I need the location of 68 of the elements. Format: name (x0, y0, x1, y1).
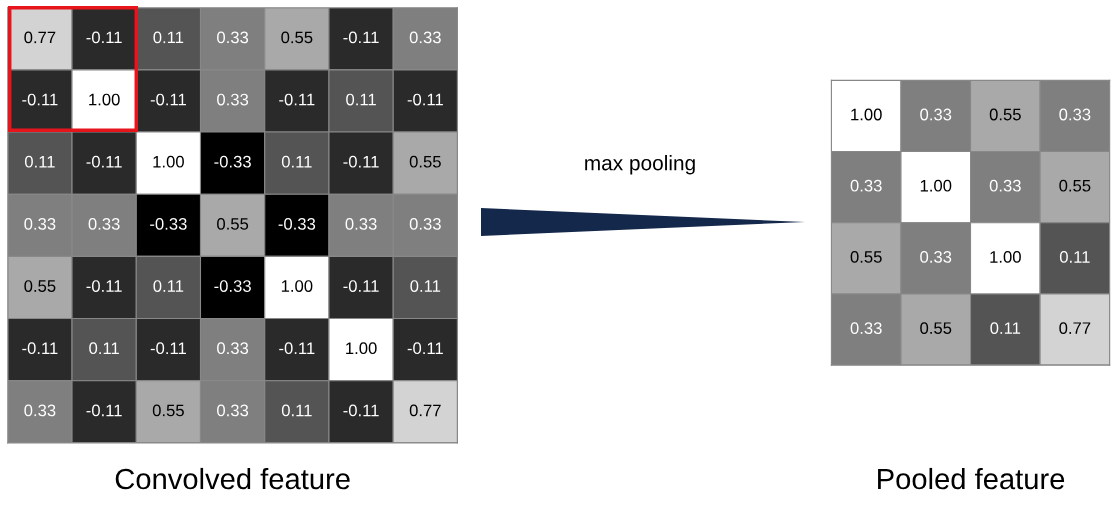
data-label: -0.11 (86, 280, 122, 292)
data-label: 0.11 (153, 280, 184, 292)
data-label: 0.33 (217, 31, 249, 44)
data-label: 0.11 (990, 322, 1021, 335)
data-label: 0.55 (281, 31, 313, 44)
data-label: 0.33 (409, 31, 441, 44)
data-label: 0.77 (24, 31, 56, 44)
data-label: 0.33 (24, 404, 56, 417)
data-label: 0.55 (920, 322, 952, 335)
data-label: 0.77 (409, 404, 441, 417)
data-label: 0.11 (24, 155, 55, 168)
data-label: 0.33 (217, 404, 249, 417)
data-label: 0.55 (989, 108, 1021, 121)
data-label: 0.33 (850, 179, 882, 192)
data-label: 0.11 (281, 155, 312, 168)
data-label: -0.11 (343, 280, 379, 292)
data-label: 0.11 (281, 404, 312, 417)
x-axis-title: Pooled feature (878, 467, 1065, 490)
data-label: -0.11 (343, 31, 379, 44)
data-label: -0.11 (150, 342, 186, 355)
data-label: 0.33 (345, 217, 377, 230)
text: max pooling (585, 155, 695, 175)
data-label: 0.55 (409, 155, 441, 168)
data-label: -0.11 (407, 342, 443, 355)
data-label: 0.33 (850, 322, 882, 335)
data-label: -0.11 (343, 155, 379, 168)
data-label: -0.33 (214, 155, 251, 168)
data-label: 0.33 (24, 217, 56, 230)
data-label: 0.11 (346, 93, 376, 106)
data-label: 1.00 (89, 93, 120, 106)
data-label: -0.33 (150, 217, 187, 230)
data-label: 1.00 (990, 251, 1021, 263)
data-label: 1.00 (153, 155, 184, 168)
data-label: 0.11 (1059, 251, 1090, 263)
data-label: 0.11 (153, 31, 184, 44)
data-label: -0.11 (86, 404, 122, 417)
data-label: -0.11 (343, 404, 379, 417)
data-label: -0.11 (150, 93, 186, 106)
data-label: 1.00 (851, 108, 882, 121)
data-label: 0.11 (410, 280, 441, 292)
data-label: -0.33 (214, 280, 251, 292)
data-label: -0.11 (22, 93, 58, 106)
data-label: -0.11 (86, 155, 122, 168)
data-label: 0.33 (217, 93, 249, 106)
data-label: -0.11 (279, 93, 315, 106)
data-label: -0.11 (86, 31, 122, 44)
data-label: -0.11 (279, 342, 315, 355)
data-label: 0.55 (217, 217, 249, 230)
data-label: 0.33 (920, 251, 952, 263)
x-axis-title: Convolved feature (115, 467, 350, 490)
data-label: 1.00 (281, 280, 313, 292)
data-label: 0.33 (217, 342, 249, 355)
data-label: 0.55 (152, 404, 184, 417)
data-label: 0.11 (89, 342, 119, 355)
data-label: -0.11 (407, 93, 443, 106)
data-label: 0.33 (989, 179, 1021, 192)
data-label: 0.77 (1059, 322, 1091, 335)
data-label: 0.55 (850, 251, 882, 263)
data-label: 1.00 (346, 342, 377, 355)
data-label: 0.55 (1059, 179, 1091, 192)
data-label: 0.33 (1059, 108, 1091, 121)
data-label: -0.33 (278, 217, 316, 230)
data-label: 0.33 (88, 217, 120, 230)
data-label: 0.33 (920, 108, 952, 121)
data-label: -0.11 (22, 342, 58, 355)
data-label: 0.33 (409, 217, 441, 230)
data-label: 0.55 (24, 280, 56, 292)
data-label: 1.00 (920, 179, 952, 192)
